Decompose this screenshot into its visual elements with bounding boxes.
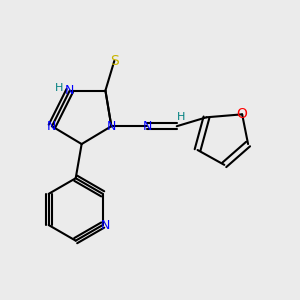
Text: S: S bbox=[110, 54, 119, 68]
Text: O: O bbox=[237, 107, 248, 121]
Text: H: H bbox=[177, 112, 185, 122]
Text: N: N bbox=[47, 120, 57, 133]
Text: N: N bbox=[107, 120, 116, 133]
Text: N: N bbox=[65, 84, 74, 97]
Text: N: N bbox=[101, 218, 110, 232]
Text: N: N bbox=[142, 120, 152, 133]
Text: H: H bbox=[55, 82, 64, 93]
